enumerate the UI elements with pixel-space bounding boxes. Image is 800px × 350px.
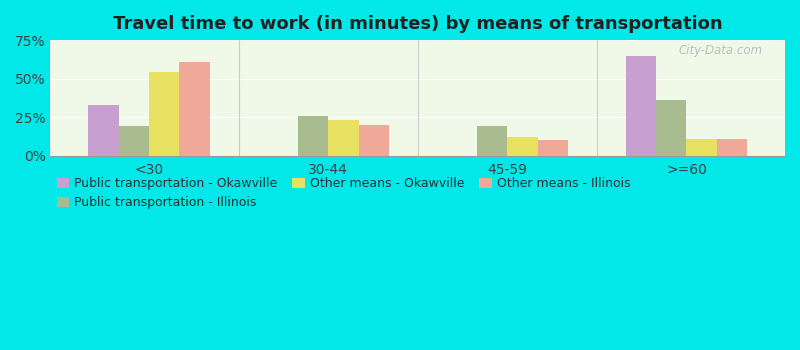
Bar — [717, 139, 747, 156]
Text: City-Data.com: City-Data.com — [679, 44, 763, 57]
Bar — [298, 116, 328, 156]
Bar — [477, 126, 507, 156]
Bar — [686, 139, 717, 156]
Legend: Public transportation - Okawville, Public transportation - Illinois, Other means: Public transportation - Okawville, Publi… — [57, 177, 630, 209]
Bar — [626, 56, 656, 156]
Bar — [358, 125, 389, 156]
Bar — [656, 100, 686, 156]
Bar — [149, 72, 179, 156]
Bar — [118, 126, 149, 156]
Bar — [538, 140, 568, 156]
Bar — [88, 105, 118, 156]
Bar — [507, 137, 538, 156]
Title: Travel time to work (in minutes) by means of transportation: Travel time to work (in minutes) by mean… — [113, 15, 722, 33]
Bar — [179, 62, 210, 156]
Bar — [328, 120, 358, 156]
